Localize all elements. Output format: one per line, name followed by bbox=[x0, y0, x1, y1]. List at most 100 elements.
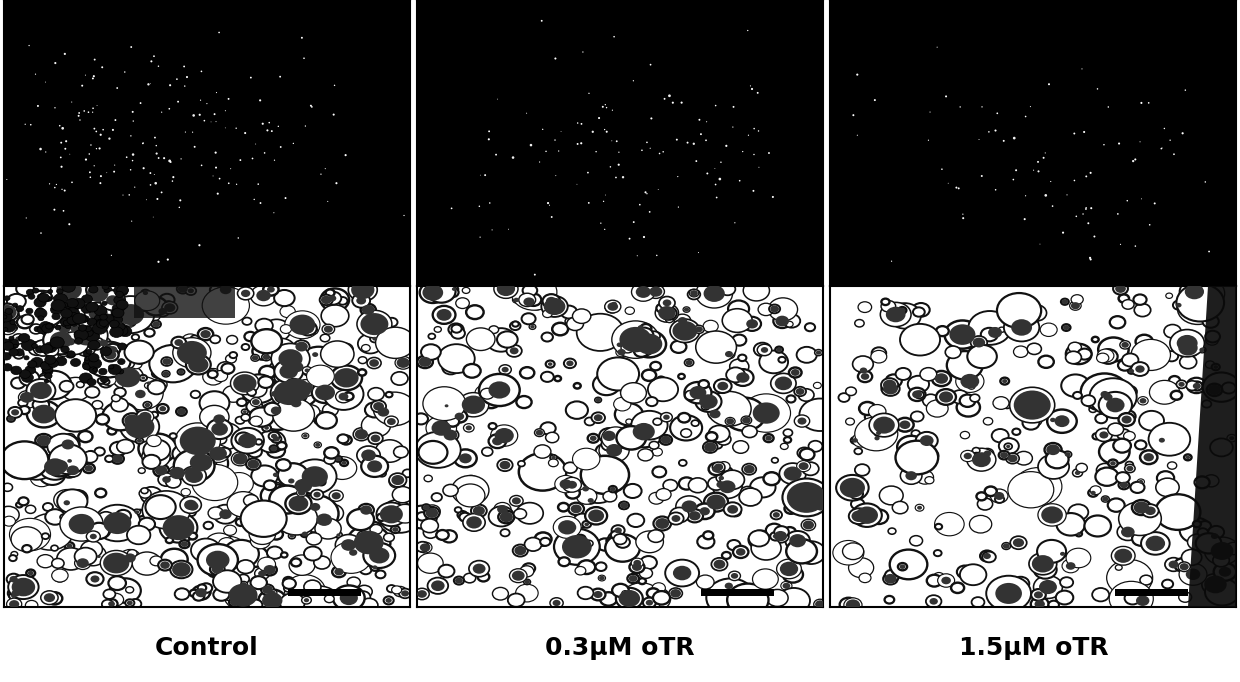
Circle shape bbox=[48, 289, 52, 293]
Circle shape bbox=[939, 391, 954, 402]
Circle shape bbox=[270, 379, 308, 408]
Circle shape bbox=[1085, 516, 1111, 537]
Circle shape bbox=[188, 357, 208, 372]
Circle shape bbox=[201, 330, 211, 338]
Circle shape bbox=[802, 462, 818, 475]
Circle shape bbox=[88, 340, 99, 350]
Circle shape bbox=[1060, 552, 1065, 556]
Circle shape bbox=[285, 394, 293, 399]
Circle shape bbox=[93, 323, 107, 334]
Circle shape bbox=[883, 383, 898, 394]
Circle shape bbox=[258, 430, 285, 453]
Point bbox=[87, 100, 107, 111]
Circle shape bbox=[477, 572, 490, 582]
Circle shape bbox=[558, 520, 577, 535]
Circle shape bbox=[231, 372, 259, 395]
Circle shape bbox=[568, 503, 584, 515]
Circle shape bbox=[10, 468, 22, 477]
Circle shape bbox=[1140, 411, 1164, 430]
Circle shape bbox=[211, 423, 228, 436]
Point bbox=[744, 186, 764, 196]
Circle shape bbox=[50, 331, 72, 349]
Circle shape bbox=[754, 342, 771, 356]
Bar bbox=[288, 589, 361, 596]
Circle shape bbox=[242, 318, 252, 325]
Circle shape bbox=[148, 381, 165, 394]
Circle shape bbox=[961, 374, 980, 389]
Circle shape bbox=[296, 586, 341, 622]
Point bbox=[620, 233, 640, 244]
Circle shape bbox=[1090, 379, 1137, 415]
Point bbox=[69, 115, 89, 125]
Circle shape bbox=[520, 294, 528, 301]
Circle shape bbox=[1179, 355, 1197, 369]
Circle shape bbox=[916, 436, 930, 446]
Circle shape bbox=[590, 436, 596, 441]
Circle shape bbox=[97, 338, 110, 349]
Circle shape bbox=[397, 357, 409, 368]
Point bbox=[45, 102, 64, 113]
Circle shape bbox=[722, 552, 730, 559]
Circle shape bbox=[88, 353, 99, 362]
Circle shape bbox=[37, 554, 53, 567]
Circle shape bbox=[522, 563, 536, 574]
Circle shape bbox=[854, 417, 898, 451]
Circle shape bbox=[272, 344, 310, 374]
Circle shape bbox=[676, 496, 703, 517]
Circle shape bbox=[1011, 319, 1032, 336]
Circle shape bbox=[357, 310, 392, 338]
Circle shape bbox=[464, 364, 481, 378]
Circle shape bbox=[134, 510, 139, 514]
Circle shape bbox=[74, 331, 81, 337]
Circle shape bbox=[1179, 592, 1192, 602]
Circle shape bbox=[639, 578, 646, 584]
Point bbox=[1076, 171, 1096, 182]
Circle shape bbox=[278, 392, 289, 401]
Circle shape bbox=[274, 381, 304, 405]
Circle shape bbox=[4, 296, 10, 301]
Circle shape bbox=[347, 525, 391, 560]
Circle shape bbox=[89, 523, 109, 539]
Circle shape bbox=[164, 301, 174, 309]
Circle shape bbox=[311, 411, 327, 423]
Point bbox=[270, 142, 290, 153]
Point bbox=[663, 98, 683, 108]
Circle shape bbox=[144, 440, 170, 461]
Circle shape bbox=[74, 331, 107, 356]
Circle shape bbox=[332, 592, 336, 595]
Circle shape bbox=[41, 361, 50, 368]
Circle shape bbox=[365, 402, 384, 417]
Circle shape bbox=[1096, 353, 1109, 363]
Point bbox=[84, 160, 104, 171]
Circle shape bbox=[50, 337, 64, 348]
Point bbox=[1140, 220, 1159, 231]
Circle shape bbox=[48, 359, 58, 368]
Circle shape bbox=[157, 404, 169, 413]
Circle shape bbox=[160, 561, 170, 569]
Circle shape bbox=[935, 524, 942, 529]
Circle shape bbox=[1226, 542, 1240, 554]
Circle shape bbox=[389, 511, 396, 516]
Circle shape bbox=[1179, 280, 1209, 303]
Circle shape bbox=[0, 305, 16, 320]
Circle shape bbox=[21, 314, 33, 324]
Circle shape bbox=[1140, 575, 1152, 585]
Point bbox=[606, 172, 626, 183]
Circle shape bbox=[1061, 299, 1068, 304]
Circle shape bbox=[688, 289, 701, 299]
Circle shape bbox=[1202, 574, 1229, 595]
Circle shape bbox=[108, 428, 117, 434]
Circle shape bbox=[703, 404, 708, 409]
Circle shape bbox=[1202, 400, 1211, 408]
Circle shape bbox=[610, 301, 618, 307]
Point bbox=[1079, 218, 1099, 228]
Circle shape bbox=[270, 406, 281, 415]
Circle shape bbox=[1179, 563, 1189, 570]
Circle shape bbox=[575, 567, 585, 575]
Circle shape bbox=[188, 533, 197, 539]
Circle shape bbox=[353, 531, 383, 554]
Point bbox=[486, 149, 506, 160]
Circle shape bbox=[384, 416, 398, 427]
Point bbox=[630, 199, 650, 210]
Circle shape bbox=[379, 505, 403, 523]
